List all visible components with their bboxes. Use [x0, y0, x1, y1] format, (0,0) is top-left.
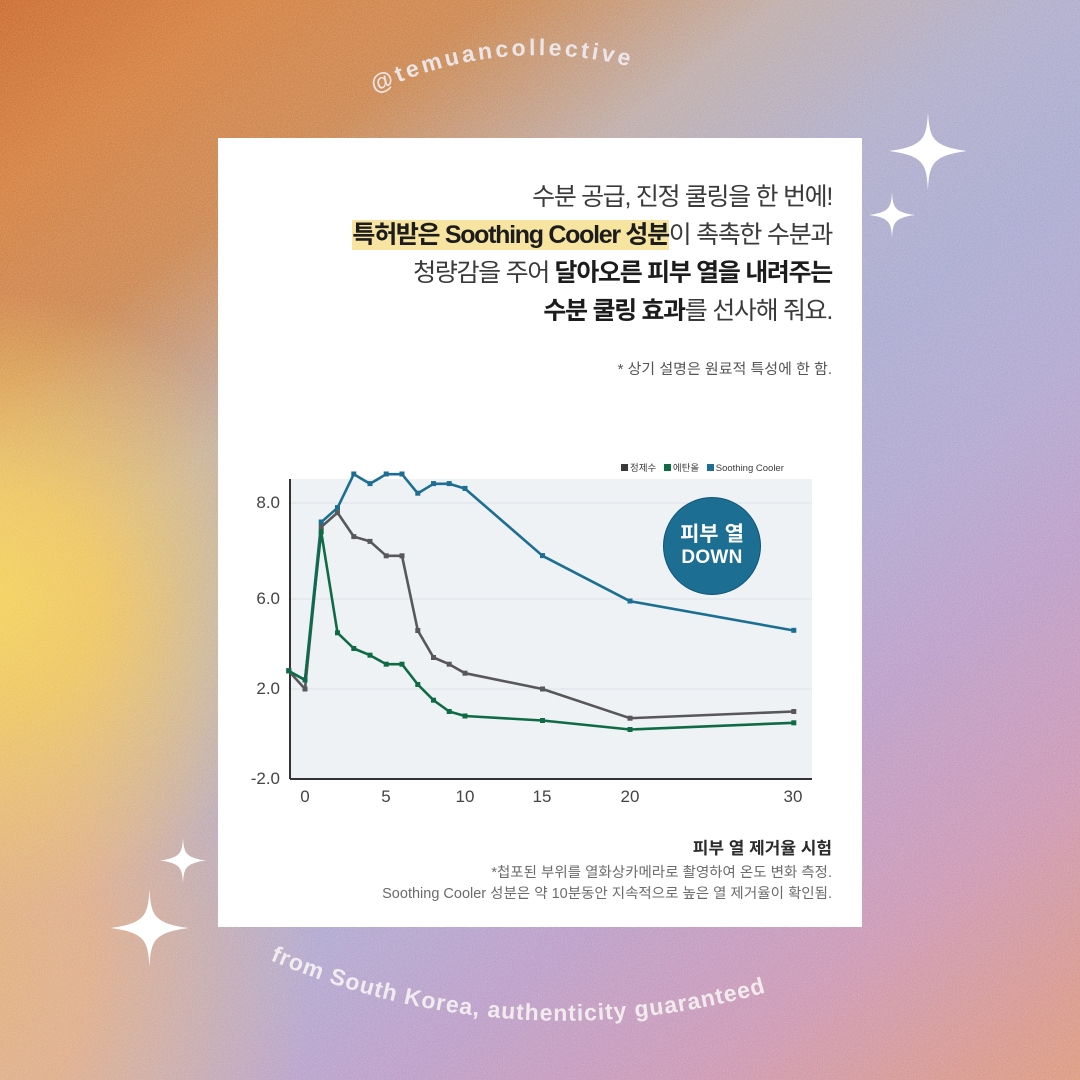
svg-text:from South Korea, authenticity: from South Korea, authenticity guarantee… [268, 941, 768, 1026]
